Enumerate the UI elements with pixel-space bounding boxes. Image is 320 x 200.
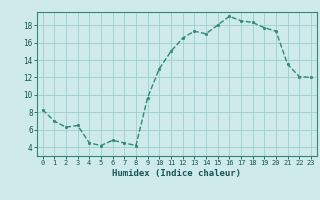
X-axis label: Humidex (Indice chaleur): Humidex (Indice chaleur) [112,169,241,178]
